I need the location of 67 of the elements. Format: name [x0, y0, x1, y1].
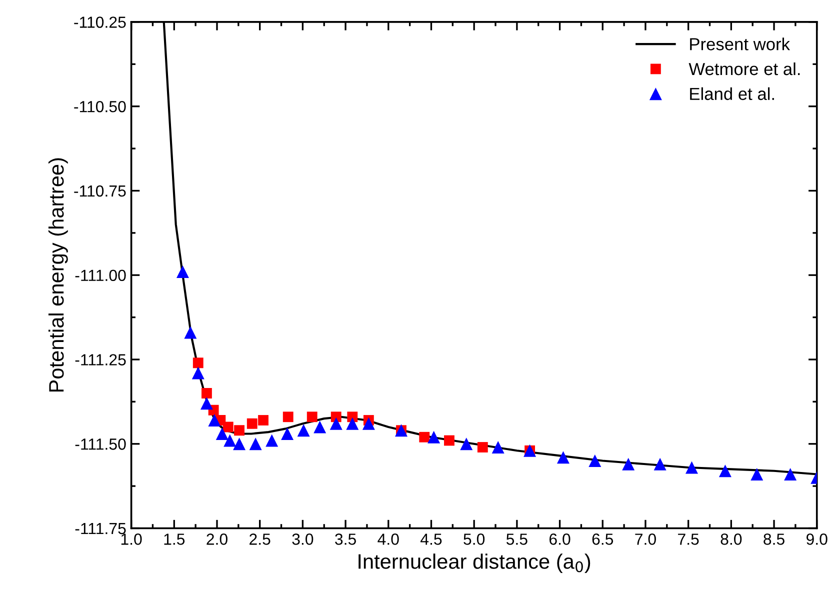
- point: [750, 468, 764, 481]
- x-tick-label: 3.0: [292, 534, 314, 545]
- x-tick-label: 7.0: [635, 534, 656, 545]
- y-tick-label: -111.75: [75, 523, 126, 534]
- legend-label: Eland et al.: [690, 87, 774, 100]
- point: [314, 420, 326, 434]
- y-tick-label: -111.25: [75, 354, 126, 366]
- x-tick-label: 8.0: [720, 534, 742, 545]
- point: [784, 468, 797, 481]
- point: [306, 412, 318, 422]
- point: [444, 435, 454, 446]
- point: [224, 434, 236, 447]
- point: [419, 432, 430, 442]
- y-tick-label: -110.50: [74, 100, 126, 112]
- y-axis-title: Potential energy (hartree): [48, 158, 68, 392]
- x-tick-label: 1.0: [121, 534, 142, 545]
- point: [200, 397, 213, 410]
- point: [718, 464, 732, 478]
- point: [297, 424, 310, 437]
- point: [184, 326, 197, 339]
- point: [428, 430, 440, 444]
- point: [249, 438, 262, 450]
- point: [362, 417, 375, 430]
- x-tick-label: 6.5: [592, 534, 614, 545]
- point: [492, 441, 504, 454]
- x-tick-label: 5.5: [506, 534, 528, 545]
- x-tick-label: 3.5: [335, 534, 356, 545]
- x-tick-label: 4.5: [420, 534, 442, 545]
- point: [176, 265, 189, 278]
- point: [216, 428, 228, 440]
- x-tick-label: 1.5: [164, 534, 185, 545]
- point: [477, 442, 488, 452]
- x-tick-label: 9.0: [806, 534, 828, 545]
- x-tick-label: 4.0: [378, 534, 399, 545]
- legend-label: Wetmore et al.: [688, 62, 800, 76]
- x-axis-title: Internuclear distance (a$_{0}$): [358, 554, 590, 573]
- point: [556, 451, 570, 464]
- point: [282, 412, 294, 422]
- point: [460, 438, 473, 450]
- y-tick-label: -110.75: [74, 185, 126, 197]
- point: [266, 434, 278, 447]
- x-tick-label: 5.0: [464, 534, 485, 545]
- x-tick-label: 8.5: [764, 534, 784, 545]
- point: [246, 418, 258, 429]
- point: [208, 414, 221, 426]
- point: [346, 417, 359, 430]
- x-tick-label: 6.0: [549, 534, 570, 545]
- point: [222, 422, 234, 432]
- y-tick-label: -111.00: [75, 270, 126, 282]
- point: [588, 454, 602, 468]
- y-tick-label: -110.25: [74, 16, 126, 28]
- point: [258, 415, 268, 426]
- point: [622, 458, 635, 470]
- point: [686, 461, 698, 474]
- point: [192, 366, 204, 380]
- point: [234, 425, 244, 436]
- legend-label: Present work: [690, 38, 790, 50]
- x-tick-label: 2.5: [250, 534, 270, 545]
- point: [654, 458, 666, 470]
- point: [281, 428, 294, 440]
- y-tick-label: -111.50: [75, 438, 126, 450]
- point: [233, 438, 246, 450]
- x-tick-label: 2.0: [206, 534, 228, 545]
- point: [202, 388, 212, 398]
- point: [192, 358, 204, 368]
- point: [330, 417, 342, 430]
- x-tick-label: 7.5: [678, 534, 699, 545]
